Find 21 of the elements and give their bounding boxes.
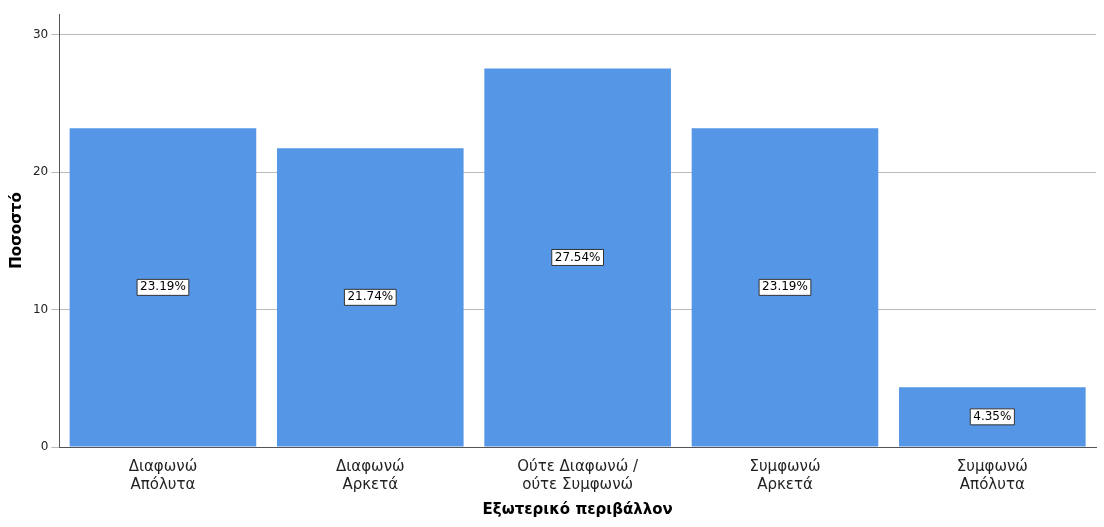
x-tick-label: Συμφωνώ Απόλυτα [956, 456, 1028, 493]
data-label: 4.35% [973, 408, 1012, 423]
y-tick-label: 20 [32, 164, 49, 179]
x-axis-title: Εξωτερικό περιβάλλον [482, 499, 673, 518]
data-label: 23.19% [140, 279, 186, 294]
bar [899, 387, 1086, 447]
data-label: 21.74% [347, 289, 394, 304]
x-tick-label: Διαφωνώ Απόλυτα [128, 456, 198, 493]
bar [276, 148, 464, 447]
x-tick-label: Ούτε Διαφωνώ / ούτε Συμφωνώ [517, 456, 639, 493]
x-tick-label: Συμφωνώ Αρκετά [749, 456, 821, 493]
x-tick-label: Διαφωνώ Αρκετά [335, 456, 405, 493]
data-label: 23.19% [762, 279, 808, 294]
bar [691, 128, 879, 447]
y-tick-label: 30 [32, 26, 49, 41]
bar [69, 128, 257, 447]
y-axis-title: Ποσοστό [6, 192, 25, 269]
y-tick-label: 10 [32, 301, 49, 316]
data-label: 27.54% [554, 249, 601, 264]
bar [484, 68, 671, 447]
y-tick-label: 0 [40, 439, 49, 454]
